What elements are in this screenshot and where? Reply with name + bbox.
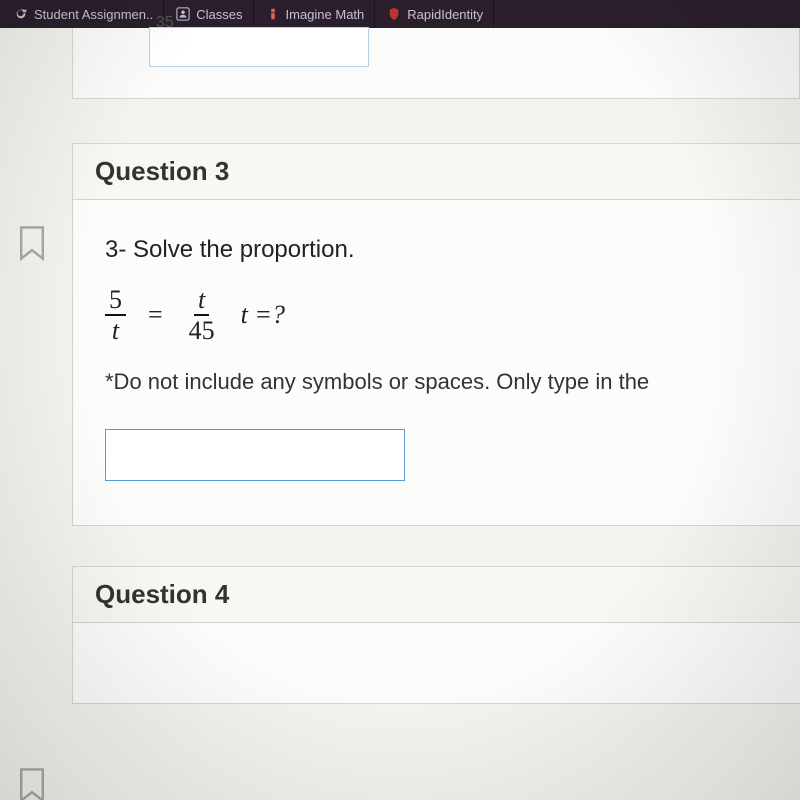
equation-trailing: t =?	[241, 300, 285, 330]
bookmark-question-4[interactable]	[12, 765, 52, 800]
answer-input[interactable]	[105, 429, 405, 481]
tab-label: Imagine Math	[286, 7, 365, 22]
equals-sign: =	[148, 300, 163, 330]
tab-label: RapidIdentity	[407, 7, 483, 22]
question-4-header: Question 4	[73, 567, 800, 623]
fraction-right-den: 45	[185, 316, 219, 344]
previous-answer-input[interactable]: 35	[149, 27, 369, 67]
fraction-right: t 45	[185, 286, 219, 345]
tab-student-assignment[interactable]: Student Assignmen..	[4, 0, 164, 28]
previous-question-tail: 35	[72, 28, 800, 99]
question-3-prompt: 3- Solve the proportion.	[105, 236, 774, 264]
shield-icon	[387, 7, 401, 21]
i-mark-icon	[266, 7, 280, 21]
tab-classes[interactable]: Classes	[166, 0, 253, 28]
tab-label: Student Assignmen..	[34, 7, 153, 22]
question-4-card: Question 4	[72, 566, 800, 704]
tab-rapididentity[interactable]: RapidIdentity	[377, 0, 494, 28]
question-3-body: 3- Solve the proportion. 5 t = t 45 t =?…	[73, 200, 800, 525]
tab-imagine-math[interactable]: Imagine Math	[256, 0, 376, 28]
question-3-equation: 5 t = t 45 t =?	[105, 286, 774, 345]
page-content: 35 Question 3 3- Solve the proportion. 5…	[0, 28, 800, 800]
browser-tab-bar: Student Assignmen.. Classes Imagine Math…	[0, 0, 800, 28]
bookmark-question-3[interactable]	[12, 223, 52, 263]
refresh-icon	[14, 7, 28, 21]
question-3-card: Question 3 3- Solve the proportion. 5 t …	[72, 143, 800, 526]
person-box-icon	[176, 7, 190, 21]
fraction-left-den: t	[108, 316, 123, 344]
question-3-header: Question 3	[73, 144, 800, 200]
question-3-note: *Do not include any symbols or spaces. O…	[105, 369, 774, 395]
tab-label: Classes	[196, 7, 242, 22]
previous-answer-value: 35	[156, 14, 174, 32]
fraction-right-num: t	[194, 286, 209, 316]
fraction-left-num: 5	[105, 286, 126, 316]
fraction-left: 5 t	[105, 286, 126, 345]
